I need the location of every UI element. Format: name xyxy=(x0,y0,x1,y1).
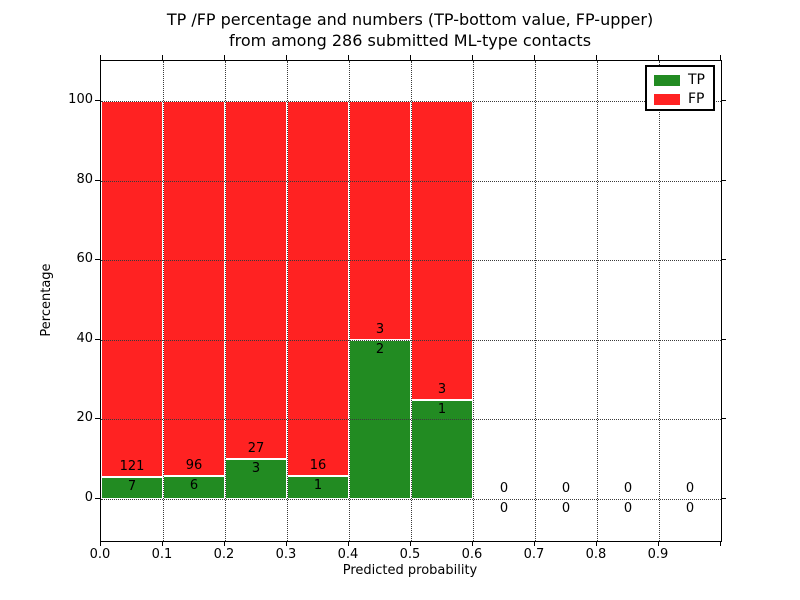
x-tick-top-1 xyxy=(162,55,163,60)
label-tp-count-5: 1 xyxy=(437,401,447,417)
y-tick-label-0: 0 xyxy=(84,490,93,505)
x-tick-label-0.5: 0.5 xyxy=(399,547,421,562)
x-axis-label: Predicted probability xyxy=(342,563,478,578)
gridline-x-0.3 xyxy=(286,61,288,541)
gridline-x-0.8 xyxy=(596,61,598,541)
x-tick-label-0.2: 0.2 xyxy=(213,547,235,562)
label-tp-count-6: 0 xyxy=(499,501,509,516)
gridline-x-0.7 xyxy=(534,61,536,541)
chart-title-line1: TP /FP percentage and numbers (TP-bottom… xyxy=(166,10,654,29)
label-fp-count-7: 0 xyxy=(561,481,571,496)
gridline-x-0.6 xyxy=(472,61,474,541)
gridline-x-0.2 xyxy=(224,61,226,541)
y-tick-right-80 xyxy=(721,179,726,181)
x-tick-top-0 xyxy=(100,55,101,60)
y-tick-left-0 xyxy=(95,498,100,499)
x-tick-label-0.9: 0.9 xyxy=(647,547,669,562)
y-tick-label-20: 20 xyxy=(76,410,93,426)
x-tick-top-5 xyxy=(410,55,411,60)
x-tick-label-0.8: 0.8 xyxy=(585,547,607,562)
x-tick-label-0.0: 0.0 xyxy=(89,547,111,562)
label-fp-count-1: 96 xyxy=(185,457,203,473)
y-tick-left-40 xyxy=(95,338,100,340)
x-tick-label-0.1: 0.1 xyxy=(151,547,173,562)
gridline-x-0.4 xyxy=(348,61,350,541)
x-tick-bottom-3 xyxy=(286,541,287,546)
label-fp-count-2: 27 xyxy=(247,441,265,457)
label-fp-count-3: 16 xyxy=(309,457,327,473)
x-tick-label-0.7: 0.7 xyxy=(523,547,545,562)
bar-segment-fp-5 xyxy=(411,101,473,400)
y-tick-right-40 xyxy=(721,338,726,340)
label-tp-count-1: 6 xyxy=(189,477,199,493)
tp-legend-label: TP xyxy=(688,72,705,88)
x-tick-bottom-0 xyxy=(100,541,101,546)
chart-title-line2: from among 286 submitted ML-type contact… xyxy=(228,31,592,50)
x-tick-label-0.6: 0.6 xyxy=(461,547,483,562)
bar-segment-fp-2 xyxy=(225,101,287,460)
gridline-x-0.9 xyxy=(658,61,660,541)
fp-legend-swatch-icon xyxy=(654,94,680,105)
x-tick-top-3 xyxy=(286,55,287,60)
label-tp-count-7: 0 xyxy=(561,501,571,516)
y-tick-label-80: 80 xyxy=(76,171,93,187)
label-tp-count-8: 0 xyxy=(623,501,633,516)
x-tick-bottom-1 xyxy=(162,541,163,546)
y-tick-label-100: 100 xyxy=(68,92,93,107)
legend: TP FP xyxy=(645,65,715,111)
y-tick-right-60 xyxy=(721,259,726,261)
x-tick-label-0.3: 0.3 xyxy=(275,547,297,562)
fp-legend-label: FP xyxy=(688,91,705,107)
label-fp-count-4: 3 xyxy=(375,321,385,337)
bar-segment-fp-4 xyxy=(349,101,411,340)
y-tick-left-100 xyxy=(95,100,100,101)
label-fp-count-5: 3 xyxy=(437,381,447,397)
plot-area: 121 7 96 6 27 3 16 1 3 2 3 1 0 0 0 0 0 0 0 0 xyxy=(100,60,722,542)
y-tick-label-60: 60 xyxy=(76,251,93,267)
tp-legend-swatch-icon xyxy=(654,75,680,86)
x-tick-bottom-6 xyxy=(472,541,473,546)
y-tick-label-40: 40 xyxy=(76,330,93,346)
y-tick-right-0 xyxy=(721,498,726,499)
label-tp-count-9: 0 xyxy=(685,501,695,516)
x-tick-bottom-2 xyxy=(224,541,225,546)
label-tp-count-4: 2 xyxy=(375,341,385,357)
x-tick-top-2 xyxy=(224,55,225,60)
y-tick-left-60 xyxy=(95,259,100,261)
x-tick-top-9 xyxy=(658,55,659,60)
x-tick-bottom-8 xyxy=(596,541,597,546)
label-fp-count-6: 0 xyxy=(499,481,509,496)
x-tick-top-7 xyxy=(534,55,535,60)
label-fp-count-0: 121 xyxy=(119,459,145,475)
x-tick-top-6 xyxy=(472,55,473,60)
gridline-x-0.1 xyxy=(162,61,164,541)
y-tick-right-20 xyxy=(721,418,726,420)
x-tick-bottom-4 xyxy=(348,541,349,546)
y-tick-right-100 xyxy=(721,100,726,101)
x-tick-top-8 xyxy=(596,55,597,60)
x-tick-top-4 xyxy=(348,55,349,60)
y-tick-left-80 xyxy=(95,179,100,181)
x-tick-top-10 xyxy=(720,55,721,60)
gridline-x-0.5 xyxy=(410,61,412,541)
x-tick-bottom-10 xyxy=(720,541,721,546)
x-tick-bottom-9 xyxy=(658,541,659,546)
label-tp-count-2: 3 xyxy=(251,461,261,477)
x-tick-bottom-7 xyxy=(534,541,535,546)
label-fp-count-9: 0 xyxy=(685,481,695,496)
bar-segment-fp-0 xyxy=(101,101,163,478)
bar-segment-fp-1 xyxy=(163,101,225,476)
x-tick-bottom-5 xyxy=(410,541,411,546)
x-tick-label-0.4: 0.4 xyxy=(337,547,359,562)
label-fp-count-8: 0 xyxy=(623,481,633,496)
label-tp-count-3: 1 xyxy=(313,477,323,493)
y-tick-left-20 xyxy=(95,418,100,420)
label-tp-count-0: 7 xyxy=(127,479,137,495)
bar-segment-tp-5 xyxy=(411,399,473,499)
